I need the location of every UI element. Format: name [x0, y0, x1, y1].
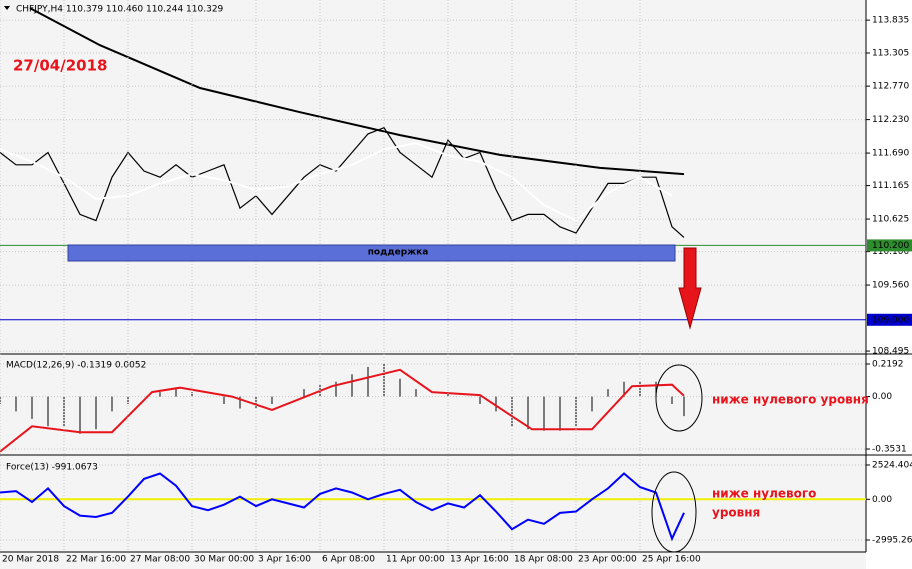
x-tick-label: 30 Mar 00:00 — [194, 555, 254, 565]
highlight-circle — [655, 364, 703, 432]
x-tick-label: 11 Apr 00:00 — [386, 555, 445, 565]
x-tick-label: 3 Apr 16:00 — [258, 555, 311, 565]
menu-arrow — [4, 6, 10, 10]
y-tick-label: 112.230 — [872, 115, 909, 125]
date-annotation: 27/04/2018 — [13, 57, 107, 75]
x-tick-label: 27 Mar 08:00 — [130, 555, 190, 565]
y-tick-label: 112.770 — [872, 82, 909, 92]
y-tick-label: 111.690 — [872, 149, 909, 159]
y-tick-label: 0.00 — [872, 495, 892, 505]
y-tick-label: 2524.404 — [872, 460, 912, 470]
x-tick-label: 25 Apr 16:00 — [642, 555, 701, 565]
level-tag — [867, 313, 912, 326]
force-annotation: уровня — [712, 506, 760, 520]
level-label: 110.200 — [872, 241, 909, 251]
series-line — [0, 126, 685, 238]
x-tick-label: 20 Mar 2018 — [2, 555, 59, 565]
series-line — [0, 142, 673, 222]
x-tick-label: 23 Apr 00:00 — [578, 555, 637, 565]
force-annotation: ниже нулевого — [712, 487, 816, 501]
series-line — [29, 7, 685, 176]
support-label: поддержка — [368, 248, 429, 258]
down-arrow — [678, 247, 702, 330]
y-tick-label: 108.495 — [872, 347, 909, 357]
x-tick-label: 18 Apr 08:00 — [514, 555, 573, 565]
y-tick-label: 110.625 — [872, 215, 909, 225]
panel-title: MACD(12,26,9) -0.1319 0.0052 — [6, 361, 146, 371]
x-tick-label: 22 Mar 16:00 — [66, 555, 126, 565]
level-label: 109.000 — [872, 315, 909, 325]
macd-annotation: ниже нулевого уровня — [712, 393, 869, 407]
panel-title: Force(13) -991.0673 — [6, 463, 98, 473]
series-line — [0, 472, 685, 542]
y-tick-label: 110.100 — [872, 247, 909, 257]
x-tick-label: 13 Apr 16:00 — [450, 555, 509, 565]
y-tick-label: 113.305 — [872, 48, 909, 58]
y-tick-label: 113.835 — [872, 16, 909, 26]
y-tick-label: -2995.265 — [872, 536, 912, 546]
support-zone — [67, 244, 676, 262]
y-tick-label: 0.00 — [872, 392, 892, 402]
y-tick-label: 111.165 — [872, 181, 909, 191]
panel-title: CHFJPY,H4 110.379 110.460 110.244 110.32… — [16, 5, 224, 15]
plot-background — [0, 0, 866, 569]
y-tick-label: 0.2192 — [872, 359, 904, 369]
level-tag — [867, 239, 912, 252]
y-tick-label: 109.560 — [872, 281, 909, 291]
y-tick-label: -0.3531 — [872, 445, 907, 455]
highlight-circle — [651, 471, 697, 553]
series-line — [0, 368, 685, 453]
x-tick-label: 6 Apr 08:00 — [322, 555, 375, 565]
